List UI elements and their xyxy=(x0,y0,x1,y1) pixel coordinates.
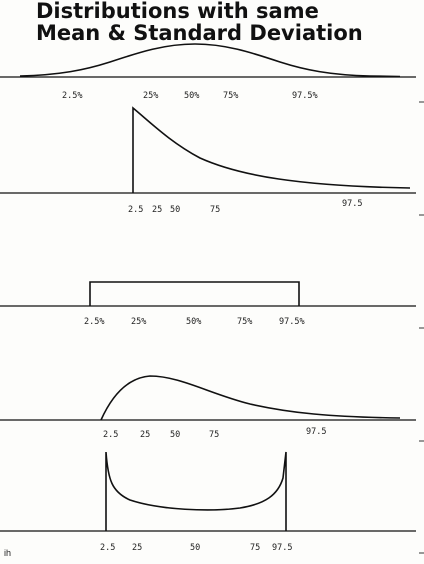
label-exponential-5: 97.5 xyxy=(342,199,362,209)
label-uniform-1: 2.5% xyxy=(84,317,104,327)
label-uniform-5: 97.5% xyxy=(279,317,305,327)
label-u-shaped-5: 97.5 xyxy=(272,543,292,553)
label-uniform-2: 25% xyxy=(131,317,146,327)
label-normal-1: 2.5% xyxy=(62,91,82,101)
signature: ih xyxy=(4,548,12,558)
label-skewed-5: 97.5 xyxy=(306,427,326,437)
title-line-1: Distributions with same xyxy=(36,0,319,23)
label-exponential-2: 25 xyxy=(152,205,162,215)
label-u-shaped-2: 25 xyxy=(132,543,142,553)
label-normal-5: 97.5% xyxy=(292,91,318,101)
label-u-shaped-3: 50 xyxy=(190,543,200,553)
label-exponential-1: 2.5 xyxy=(128,205,143,215)
label-exponential-4: 75 xyxy=(210,205,220,215)
label-skewed-3: 50 xyxy=(170,430,180,440)
label-normal-2: 25% xyxy=(143,91,158,101)
curve-uniform xyxy=(89,281,300,306)
curve-exponential xyxy=(132,106,411,193)
curve-u-shaped xyxy=(105,451,287,531)
label-skewed-1: 2.5 xyxy=(103,430,118,440)
panel-exponential: 2.5 25 50 75 97.5 xyxy=(0,106,416,215)
label-uniform-3: 50% xyxy=(186,317,201,327)
panel-skewed: 2.5 25 50 75 97.5 xyxy=(0,375,416,440)
label-u-shaped-4: 75 xyxy=(250,543,260,553)
title-line-2: Mean & Standard Deviation xyxy=(36,21,363,45)
panel-uniform: 2.5% 25% 50% 75% 97.5% xyxy=(0,281,416,327)
label-uniform-4: 75% xyxy=(237,317,252,327)
margin-marks xyxy=(419,101,424,554)
label-u-shaped-1: 2.5 xyxy=(100,543,115,553)
label-skewed-2: 25 xyxy=(140,430,150,440)
label-normal-4: 75% xyxy=(223,91,238,101)
label-exponential-3: 50 xyxy=(170,205,180,215)
panel-u-shaped: 2.5 25 50 75 97.5 xyxy=(0,451,416,553)
panel-normal: 2.5% 25% 50% 75% 97.5% xyxy=(0,43,416,101)
label-skewed-4: 75 xyxy=(209,430,219,440)
curve-normal xyxy=(19,43,401,78)
curve-skewed xyxy=(100,375,401,421)
label-normal-3: 50% xyxy=(184,91,199,101)
